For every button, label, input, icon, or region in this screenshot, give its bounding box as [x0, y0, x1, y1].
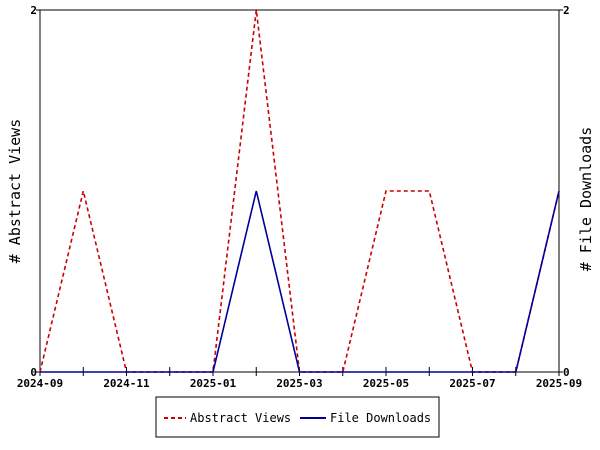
x-tick-label: 2024-09	[17, 377, 63, 390]
left-axis-title: # Abstract Views	[6, 119, 24, 264]
x-tick-label: 2025-07	[449, 377, 495, 390]
series-line-file-downloads	[40, 190, 560, 373]
legend: Abstract Views File Downloads	[155, 396, 440, 438]
legend-label-file-downloads: File Downloads	[330, 411, 431, 425]
y-axes: 0 2 0 2	[30, 4, 569, 379]
x-tick-label: 2025-09	[536, 377, 582, 390]
x-tick-label: 2025-03	[276, 377, 322, 390]
y-right-tick-label: 0	[563, 366, 570, 379]
x-tick-label: 2025-01	[190, 377, 237, 390]
legend-label-abstract-views: Abstract Views	[190, 411, 291, 425]
plot-area	[39, 9, 560, 373]
y-left-tick-label: 2	[30, 4, 37, 17]
right-axis-title: # File Downloads	[577, 127, 595, 272]
y-right-tick-label: 2	[563, 4, 570, 17]
y-left-tick-label: 0	[30, 366, 37, 379]
series-layer	[39, 9, 560, 373]
x-tick-label: 2025-05	[363, 377, 409, 390]
legend-box	[155, 396, 440, 438]
x-axis: 2024-09 2024-11 2025-01 2025-03 2025-05 2025-…	[17, 367, 582, 390]
x-tick-label: 2024-11	[103, 377, 150, 390]
